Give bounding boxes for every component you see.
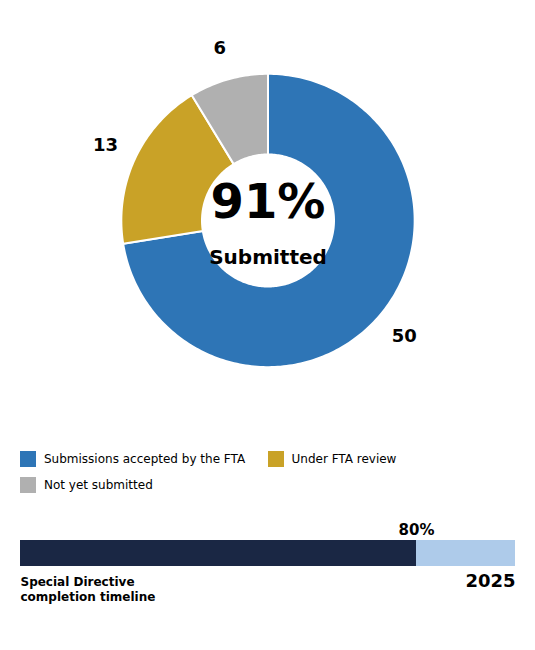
svg-text:91%: 91% [211, 173, 326, 229]
svg-text:80%: 80% [399, 521, 435, 539]
svg-text:13: 13 [93, 134, 118, 155]
svg-text:Special Directivecompletion ti: Special Directivecompletion timeline [21, 575, 156, 605]
svg-text:2025: 2025 [465, 570, 515, 591]
html-text:Not yet submitted: Not yet submitted [44, 478, 153, 492]
html-text:Under FTA review: Under FTA review [291, 452, 397, 466]
svg-text:Submitted: Submitted [209, 245, 327, 269]
svg-text:6: 6 [213, 37, 226, 58]
html-text:Submissions accepted by the FT: Submissions accepted by the FTA [44, 452, 246, 466]
svg-text:50: 50 [392, 325, 417, 346]
